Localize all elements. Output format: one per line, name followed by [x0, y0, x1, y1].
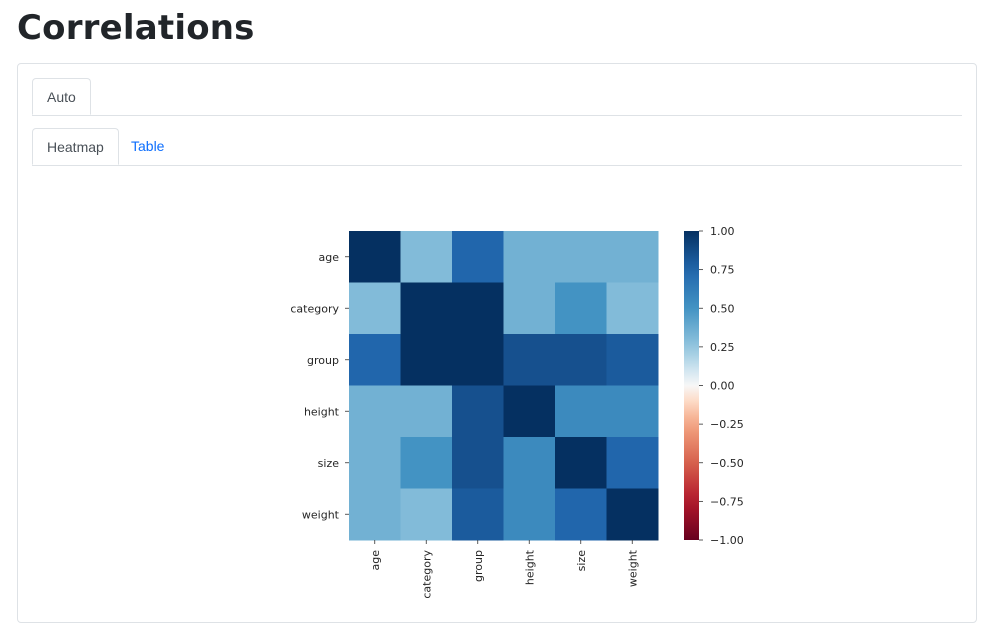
tab-table[interactable]: Table: [131, 138, 165, 154]
heatmap-cell-weight-age: [349, 488, 401, 541]
colorbar-tick-label: −1.00: [710, 534, 744, 547]
heatmap-cell-size-size: [555, 437, 607, 489]
inner-tab-bar: Heatmap Table: [32, 128, 962, 166]
heatmap-cell-group-size: [555, 334, 607, 386]
heatmap-cell-size-weight: [606, 437, 659, 489]
heatmap-cell-size-group: [452, 437, 504, 489]
heatmap-cell-group-age: [349, 334, 401, 386]
heatmap-cell-height-weight: [606, 385, 659, 438]
heatmap-cell-age-age: [349, 231, 401, 283]
heatmap-cell-group-group: [452, 334, 504, 386]
colorbar-tick-label: −0.75: [710, 495, 744, 508]
heatmap-cell-category-group: [452, 282, 504, 335]
row-label-weight: weight: [302, 508, 340, 521]
heatmap-cell-size-age: [349, 437, 401, 489]
heatmap-cell-age-weight: [606, 231, 659, 283]
colorbar-tick-label: −0.25: [710, 418, 744, 431]
heatmap-cell-height-group: [452, 385, 504, 438]
colorbar-tick-label: −0.50: [710, 457, 744, 470]
tab-auto[interactable]: Auto: [32, 78, 91, 115]
correlation-heatmap: age category group height size weight age cate…: [290, 225, 744, 599]
heatmap-cell-weight-height: [503, 488, 556, 541]
row-label-group: group: [307, 354, 339, 367]
heatmap-cell-category-height: [503, 282, 556, 335]
heatmap-cell-group-height: [503, 334, 556, 386]
heatmap-cell-category-size: [555, 282, 607, 335]
col-label-weight: weight: [626, 549, 639, 587]
heatmap-cell-group-weight: [606, 334, 659, 386]
outer-tab-bar: Auto: [32, 78, 962, 116]
heatmap-cell-age-size: [555, 231, 607, 283]
colorbar-tick-label: 1.00: [710, 225, 735, 238]
row-label-age: age: [319, 251, 340, 264]
colorbar-tick-label: 0.25: [710, 341, 735, 354]
row-label-category: category: [290, 302, 339, 315]
heatmap-cell-category-category: [400, 282, 453, 335]
colorbar: [684, 231, 699, 540]
heatmap-cell-weight-group: [452, 488, 504, 541]
heatmap-cell-height-category: [400, 385, 453, 438]
col-label-age: age: [369, 550, 382, 571]
heatmap-cell-height-size: [555, 385, 607, 438]
row-label-height: height: [304, 405, 340, 418]
heatmap-cell-weight-size: [555, 488, 607, 541]
col-label-category: category: [420, 550, 433, 599]
heatmap-cell-age-height: [503, 231, 556, 283]
heatmap-cell-weight-weight: [606, 488, 659, 541]
heatmap-cell-size-category: [400, 437, 453, 489]
tab-heatmap[interactable]: Heatmap: [32, 128, 119, 165]
colorbar-tick-label: 0.75: [710, 264, 735, 277]
heatmap-cell-category-weight: [606, 282, 659, 335]
heatmap-cell-size-height: [503, 437, 556, 489]
colorbar-tick-label: 0.00: [710, 380, 735, 393]
page-title: Correlations: [17, 8, 255, 48]
heatmap-cell-age-category: [400, 231, 453, 283]
heatmap-cell-category-age: [349, 282, 401, 335]
col-label-height: height: [523, 549, 536, 585]
heatmap-cell-weight-category: [400, 488, 453, 541]
heatmap-cell-height-age: [349, 385, 401, 438]
heatmap-cell-group-category: [400, 334, 453, 386]
row-label-size: size: [318, 457, 340, 470]
heatmap-cell-height-height: [503, 385, 556, 438]
col-label-size: size: [575, 550, 588, 572]
colorbar-tick-label: 0.50: [710, 302, 735, 315]
col-label-group: group: [472, 550, 485, 582]
heatmap-cell-age-group: [452, 231, 504, 283]
